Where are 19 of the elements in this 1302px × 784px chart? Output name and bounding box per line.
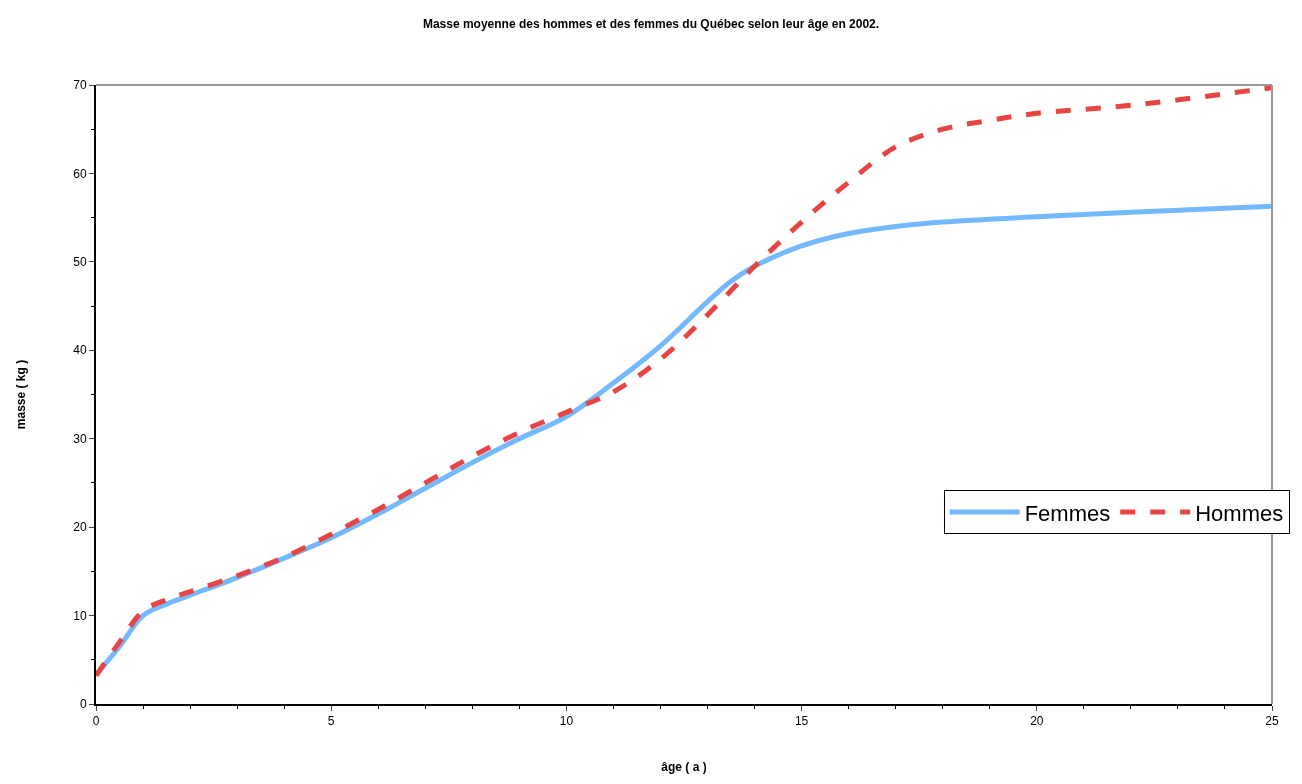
y-tick-label: 20 <box>73 520 87 535</box>
x-tick-label: 0 <box>92 714 100 729</box>
x-tick-label: 20 <box>1030 714 1044 729</box>
legend-label: Hommes <box>1195 500 1284 526</box>
x-tick-label: 25 <box>1265 714 1279 729</box>
x-tick-label: 5 <box>327 714 335 729</box>
y-tick-label: 10 <box>73 608 87 623</box>
y-tick-label: 40 <box>73 343 87 358</box>
x-axis-title: âge ( a ) <box>661 759 707 774</box>
y-tick-label: 70 <box>73 78 87 93</box>
y-tick-label: 60 <box>73 166 87 181</box>
y-tick-label: 50 <box>73 255 87 270</box>
y-tick-label: 30 <box>73 431 87 446</box>
legend-label: Femmes <box>1024 500 1111 526</box>
chart-title: Masse moyenne des hommes et des femmes du Québec selon leur âge en 2002. <box>422 17 880 31</box>
x-tick-label: 15 <box>794 714 809 729</box>
y-tick-label: 0 <box>79 697 87 712</box>
y-axis-title: masse ( kg ) <box>14 359 29 430</box>
x-tick-label: 10 <box>559 714 574 729</box>
